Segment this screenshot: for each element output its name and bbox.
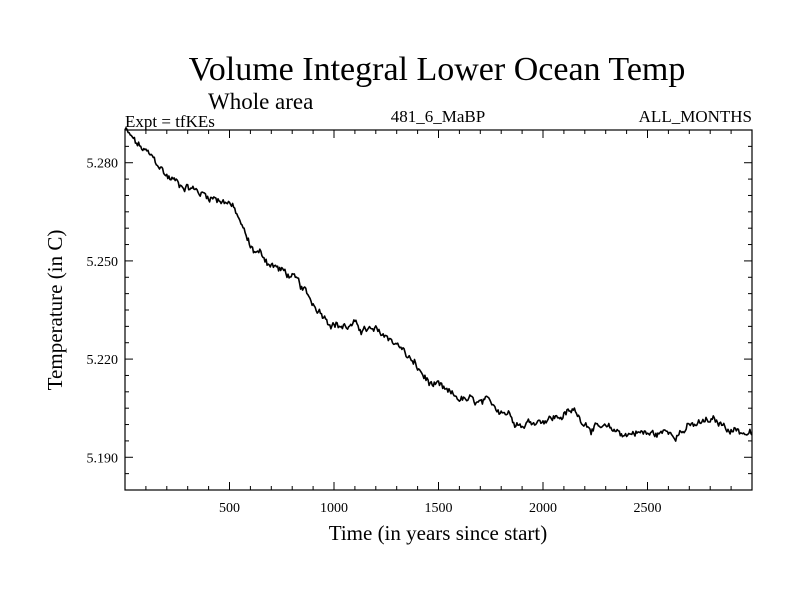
months-label: ALL_MONTHS [639, 107, 752, 126]
ticks [125, 129, 752, 491]
x-tick-label: 2500 [634, 501, 662, 516]
chart-title: Volume Integral Lower Ocean Temp [189, 51, 686, 88]
x-tick-label: 500 [219, 501, 240, 516]
x-axis-label: Time (in years since start) [329, 521, 548, 545]
x-tick-label: 1500 [425, 501, 453, 516]
chart-subtitle: Whole area [208, 89, 313, 114]
series-line [124, 127, 753, 442]
y-tick-label: 5.250 [87, 255, 119, 270]
y-tick-label: 5.280 [87, 157, 119, 172]
tick-labels: 500 1000 1500 2000 2500 5.190 5.220 5.250 5.280 [87, 157, 662, 516]
y-tick-label: 5.220 [87, 353, 119, 368]
y-tick-label: 5.190 [87, 451, 119, 466]
expt-label: Expt = tfKEs [125, 112, 215, 131]
y-axis-label: Temperature (in C) [43, 230, 67, 391]
series-group [124, 127, 753, 442]
x-tick-label: 1000 [320, 501, 348, 516]
x-tick-label: 2000 [529, 501, 557, 516]
run-label: 481_6_MaBP [391, 107, 485, 126]
